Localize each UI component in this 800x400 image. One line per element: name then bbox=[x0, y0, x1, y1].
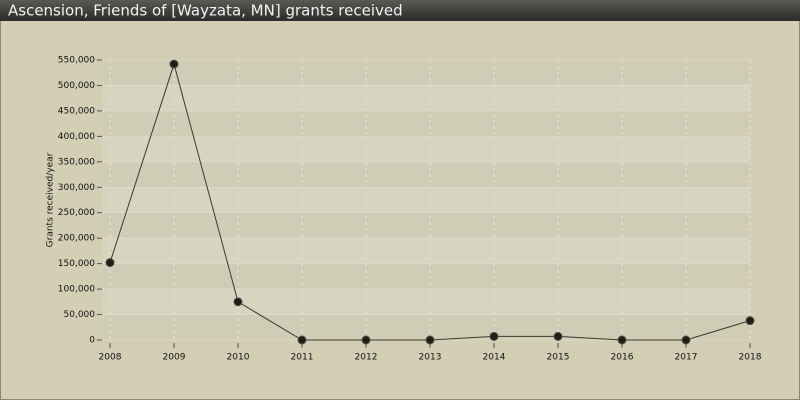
plot-band bbox=[103, 187, 750, 213]
plot-band bbox=[103, 85, 750, 111]
data-point bbox=[425, 335, 435, 345]
y-tick-label: 50,000 bbox=[64, 310, 96, 320]
x-tick-label: 2013 bbox=[419, 353, 442, 363]
x-tick-label: 2016 bbox=[611, 353, 634, 363]
data-point bbox=[745, 316, 755, 326]
y-tick-label: 150,000 bbox=[58, 259, 95, 269]
data-point bbox=[169, 59, 179, 69]
data-point bbox=[105, 258, 115, 268]
x-tick-label: 2018 bbox=[739, 353, 762, 363]
y-tick-label: 350,000 bbox=[58, 157, 95, 167]
x-tick-label: 2009 bbox=[163, 353, 186, 363]
y-axis-label: Grants received/year bbox=[46, 152, 56, 247]
x-tick-label: 2012 bbox=[355, 353, 378, 363]
y-tick-label: 500,000 bbox=[58, 81, 95, 91]
x-tick-label: 2010 bbox=[227, 353, 250, 363]
plot-band bbox=[103, 289, 750, 315]
y-tick-label: 450,000 bbox=[58, 106, 95, 116]
plot-band bbox=[103, 161, 750, 188]
title-bar bbox=[0, 0, 800, 21]
data-point bbox=[233, 297, 243, 307]
chart-title: Ascension, Friends of [Wayzata, MN] gran… bbox=[8, 2, 403, 20]
plot-area: 0 50,000 100,000 150,000 200,000 250,000 300,0… bbox=[58, 56, 762, 363]
plot-band bbox=[103, 314, 750, 340]
plot-band bbox=[103, 212, 750, 239]
y-tick-label: 300,000 bbox=[58, 183, 95, 193]
data-point bbox=[681, 335, 691, 345]
y-tick-label: 100,000 bbox=[58, 285, 95, 295]
x-tick-label: 2011 bbox=[291, 353, 314, 363]
plot-band bbox=[103, 110, 750, 137]
y-tick-label: 0 bbox=[89, 336, 95, 346]
plot-band bbox=[103, 60, 750, 86]
y-tick-label: 400,000 bbox=[58, 132, 95, 142]
y-tick-label: 250,000 bbox=[58, 208, 95, 218]
data-point bbox=[297, 335, 307, 345]
data-point bbox=[361, 335, 371, 345]
data-point bbox=[553, 331, 563, 341]
plot-band bbox=[103, 238, 750, 264]
plot-band bbox=[103, 263, 750, 290]
y-tick-label: 550,000 bbox=[58, 56, 95, 66]
y-tick-label: 200,000 bbox=[58, 234, 95, 244]
x-tick-label: 2014 bbox=[483, 353, 506, 363]
x-tick-label: 2015 bbox=[547, 353, 570, 363]
data-point bbox=[489, 331, 499, 341]
plot-band bbox=[103, 136, 750, 162]
x-tick-label: 2017 bbox=[675, 353, 698, 363]
data-point bbox=[617, 335, 627, 345]
x-tick-label: 2008 bbox=[99, 353, 122, 363]
